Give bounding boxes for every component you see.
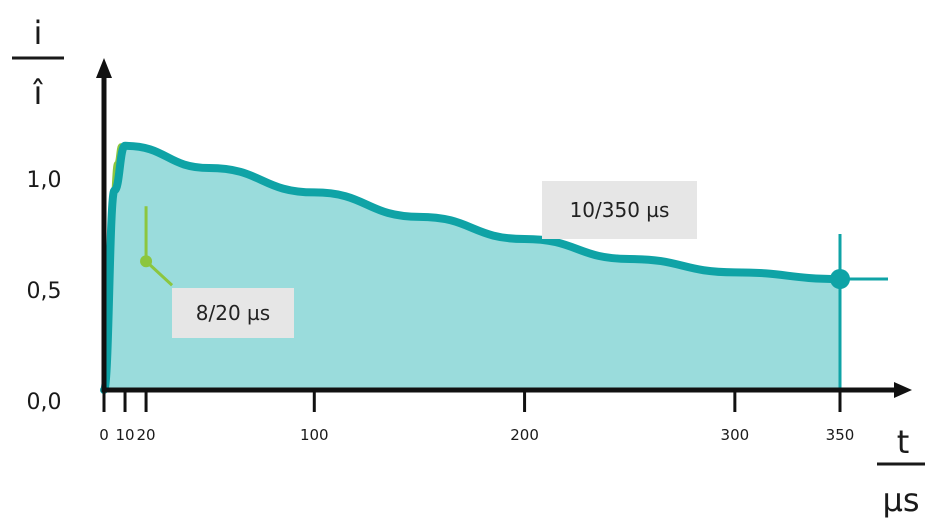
x-tick-label-3: 100 (300, 426, 329, 444)
x-tick-label-4: 200 (510, 426, 539, 444)
x-axis-label-denominator: µs (882, 481, 919, 519)
ticks: 0 10 20 100 200 300 350 0,0 0,5 1,0 (27, 168, 855, 444)
series-1-marker (140, 255, 153, 268)
axes (96, 58, 912, 398)
x-tick-label-2: 20 (137, 426, 156, 444)
y-tick-label-1: 0,5 (27, 279, 62, 304)
annotation-label-1: 8/20 µs (196, 301, 270, 325)
annotation-box-0 (542, 181, 697, 239)
annotation-box-1 (172, 288, 294, 338)
y-axis-label-denominator: î (33, 74, 44, 112)
y-tick-label-0: 0,0 (27, 390, 62, 415)
series-0-area (104, 145, 840, 390)
x-tick-label-0: 0 (99, 426, 109, 444)
x-tick-label-1: 10 (115, 426, 134, 444)
axis-labels: i î t µs (12, 14, 925, 519)
annotations: 10/350 µs 8/20 µs (172, 181, 697, 338)
x-axis-label-numerator: t (897, 423, 910, 461)
x-axis-arrow (894, 382, 912, 398)
y-axis-label-numerator: i (34, 14, 43, 52)
y-axis-arrow (96, 58, 112, 78)
annotation-label-0: 10/350 µs (570, 198, 670, 222)
y-tick-label-2: 1,0 (27, 168, 62, 193)
plot-areas (100, 141, 888, 394)
x-tick-label-5: 300 (721, 426, 750, 444)
series-0-line (100, 141, 844, 394)
x-tick-label-6: 350 (826, 426, 855, 444)
series-0-marker (830, 269, 850, 289)
